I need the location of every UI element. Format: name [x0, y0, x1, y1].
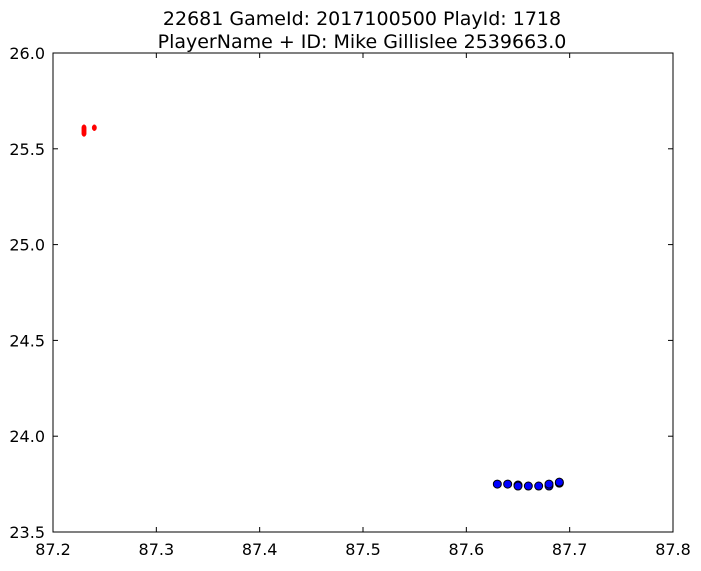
data-point-blue [523, 481, 533, 491]
x-tick-label: 87.5 [345, 540, 381, 559]
data-points [81, 124, 564, 491]
axis-ticks: 87.2 87.3 87.4 87.5 87.6 87.7 87.8 23.5 24.0 24.5… [9, 44, 690, 559]
data-point-red [81, 130, 87, 137]
y-tick-label: 25.0 [9, 236, 45, 255]
chart-title: 22681 GameId: 2017100500 PlayId: 1718 [163, 8, 561, 30]
x-tick-label: 87.6 [449, 540, 485, 559]
x-tick-label: 87.8 [655, 540, 691, 559]
y-tick-label: 26.0 [9, 44, 45, 63]
data-point-blue [513, 481, 523, 491]
data-point-blue [534, 481, 544, 491]
plot-area [52, 52, 674, 533]
data-point-blue [544, 479, 554, 489]
data-point-blue [554, 477, 564, 487]
data-point-red [91, 124, 97, 131]
x-tick-label: 87.4 [242, 540, 278, 559]
data-point-blue [503, 479, 513, 489]
x-tick-label: 87.2 [35, 540, 71, 559]
chart-subtitle: PlayerName + ID: Mike Gillislee 2539663.… [158, 31, 567, 53]
y-tick-label: 24.0 [9, 427, 45, 446]
data-point-blue [492, 479, 502, 489]
y-tick-label: 24.5 [9, 331, 45, 350]
x-tick-label: 87.7 [552, 540, 588, 559]
y-tick-label: 23.5 [9, 523, 45, 542]
y-tick-label: 25.5 [9, 140, 45, 159]
x-tick-label: 87.3 [139, 540, 175, 559]
